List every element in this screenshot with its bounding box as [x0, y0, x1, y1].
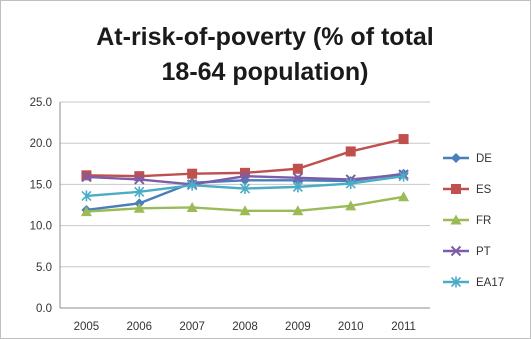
series-ea17	[81, 170, 409, 202]
x-tick-label: 2009	[285, 321, 311, 333]
data-point	[345, 200, 357, 211]
y-tick-labels: 0.0 5.0 10.0 15.0 20.0 25.0	[30, 97, 52, 315]
data-point	[239, 183, 251, 195]
y-tick-label: 0.0	[36, 303, 52, 315]
data-point	[292, 163, 303, 174]
data-point	[345, 146, 356, 157]
gridlines	[60, 101, 430, 309]
legend-label: PT	[476, 246, 491, 258]
data-point	[239, 170, 251, 182]
legend-label: EA17	[476, 277, 504, 289]
data-point	[133, 202, 145, 213]
y-tick-label: 25.0	[30, 97, 52, 109]
x-tick-label: 2010	[338, 321, 364, 333]
data-point	[398, 191, 410, 202]
series-group	[80, 134, 410, 217]
legend-label: ES	[476, 184, 492, 196]
data-point	[187, 168, 198, 179]
legend-marker	[450, 214, 462, 225]
x-tick-label: 2011	[391, 321, 416, 333]
data-point	[398, 170, 409, 182]
data-point	[292, 172, 304, 184]
series-fr	[80, 191, 410, 217]
axes	[59, 102, 430, 309]
y-tick-label: 15.0	[30, 179, 52, 191]
x-tick-label: 2005	[74, 321, 100, 333]
legend-label: DE	[476, 153, 492, 165]
data-point	[81, 171, 92, 183]
legend-entry-de: DE	[443, 153, 492, 165]
data-point	[398, 134, 409, 145]
series-es	[81, 134, 409, 182]
data-point	[80, 206, 92, 217]
legend-marker	[450, 245, 462, 257]
legend-entry-fr: FR	[443, 214, 491, 227]
legend: DE ES FR PT EA17	[443, 153, 504, 289]
data-point	[134, 186, 145, 198]
data-point	[187, 179, 198, 191]
data-point	[239, 205, 251, 216]
y-tick-label: 20.0	[30, 138, 52, 150]
legend-label: FR	[476, 215, 491, 227]
y-tick-label: 10.0	[30, 221, 52, 233]
data-point	[134, 171, 145, 182]
data-point	[134, 174, 145, 185]
y-tick-label: 5.0	[36, 262, 52, 274]
data-point	[292, 181, 303, 193]
legend-entry-es: ES	[443, 184, 492, 196]
x-tick-label: 2006	[126, 321, 152, 333]
legend-marker	[451, 153, 461, 163]
x-tick-label: 2008	[232, 321, 258, 333]
x-tick-labels: 2005 2006 2007 2008 2009 2010 2011	[74, 321, 416, 333]
data-point	[240, 167, 250, 178]
legend-marker	[450, 276, 462, 288]
x-tick-label: 2007	[179, 321, 205, 333]
data-point	[81, 170, 92, 181]
legend-marker	[451, 184, 461, 194]
chart-title-line-2: 18-64 population)	[162, 58, 369, 86]
legend-entry-ea17: EA17	[443, 276, 504, 289]
legend-entry-pt: PT	[443, 245, 491, 258]
data-point	[345, 178, 356, 190]
chart-title-line-1: At-risk-of-poverty (% of total	[96, 23, 434, 51]
data-point	[81, 190, 92, 202]
data-point	[186, 201, 198, 212]
data-point	[292, 205, 304, 216]
